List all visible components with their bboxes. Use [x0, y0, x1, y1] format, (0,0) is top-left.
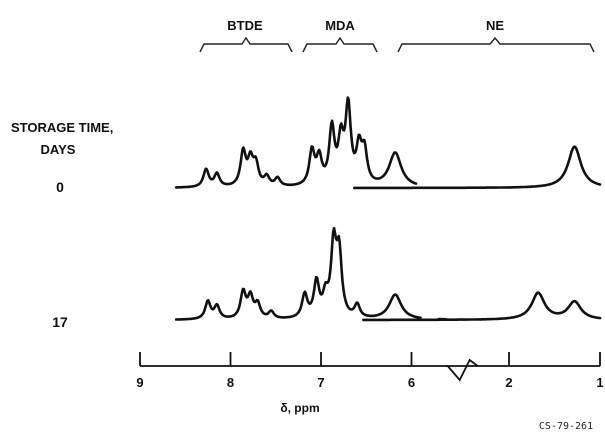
- storage-time-line2: DAYS: [41, 142, 76, 157]
- x-axis-label: δ, ppm: [280, 401, 319, 415]
- x-tick-label-9: 9: [136, 375, 143, 390]
- series-label-17: 17: [52, 314, 68, 330]
- region-label-btde: BTDE: [227, 18, 263, 33]
- x-tick-label-2: 2: [505, 375, 512, 390]
- bracket-mda: [302, 36, 378, 53]
- series-label-0: 0: [56, 179, 64, 195]
- region-brackets: [199, 36, 595, 53]
- x-tick-label-7: 7: [317, 375, 324, 390]
- x-tick-label-8: 8: [227, 375, 234, 390]
- spectrum-trace-0-days-segment-1: [353, 145, 602, 190]
- spectrum-trace-17-days-segment-0: [174, 226, 422, 321]
- bracket-ne: [397, 36, 595, 53]
- storage-time-title: STORAGE TIME, DAYS: [11, 120, 117, 157]
- region-label-mda: MDA: [325, 18, 355, 33]
- bracket-btde: [199, 36, 293, 53]
- figure-code-annotation: CS-79-261: [539, 421, 593, 432]
- x-axis: 9 8 7 6 2 1: [136, 352, 604, 390]
- x-axis-break: [447, 358, 479, 382]
- storage-time-line1: STORAGE TIME,: [11, 120, 113, 135]
- spectrum-trace-0-days-segment-0: [174, 96, 418, 189]
- x-tick-label-6: 6: [408, 375, 415, 390]
- spectrum-trace-17-days-segment-2: [362, 291, 602, 322]
- x-tick-label-1: 1: [596, 375, 603, 390]
- region-label-ne: NE: [486, 18, 504, 33]
- spectra-traces: [174, 96, 602, 322]
